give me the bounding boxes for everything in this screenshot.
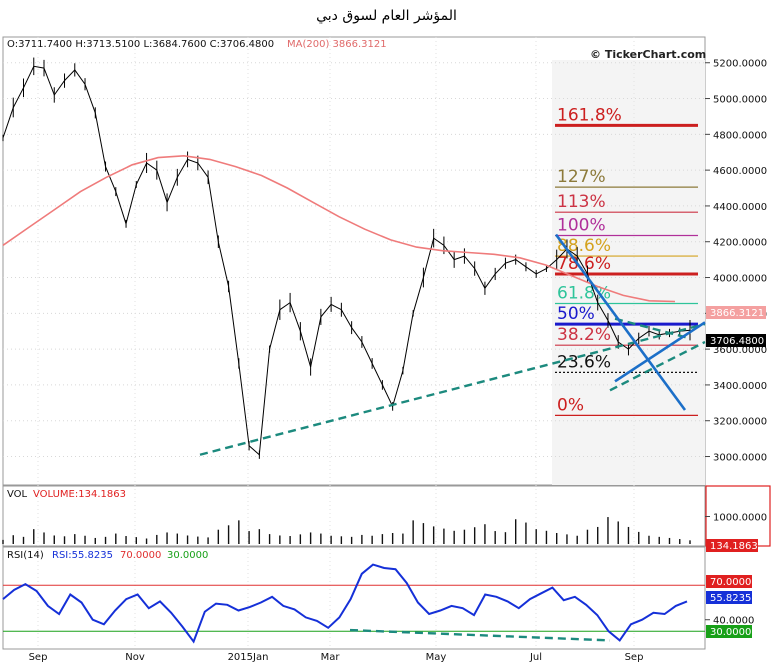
price-tick-label: 4200.0000: [713, 238, 767, 249]
volume-tag: 134.1863: [710, 541, 758, 552]
price-series-line: [2, 65, 691, 456]
fib-level-label: 0%: [557, 395, 584, 415]
fib-level-label: 127%: [557, 167, 606, 187]
time-tick-label: Mar: [321, 652, 341, 663]
time-tick-label: Sep: [625, 652, 644, 663]
fib-level-label: 50%: [557, 304, 595, 324]
price-tick-label: 4400.0000: [713, 202, 767, 213]
fib-level-label: 38.2%: [557, 325, 611, 345]
fib-level-label: 161.8%: [557, 105, 622, 125]
uptrend-line: [614, 321, 706, 383]
time-tick-label: 2015Jan: [228, 652, 269, 663]
volume-prefix: VOL: [7, 489, 28, 500]
ma200-line: [2, 154, 676, 303]
rsi-line: [2, 563, 688, 644]
chart-title: المؤشر العام لسوق دبي: [316, 8, 457, 24]
time-tick-label: Nov: [125, 652, 145, 663]
price-tick-label: 3600.0000: [713, 345, 767, 356]
price-tick-label: 5200.0000: [713, 59, 767, 70]
ma-price-tag-box: [706, 306, 766, 319]
rsi-upper-readout: 70.0000: [120, 550, 161, 561]
rsi-value-tag: 55.8235: [710, 593, 751, 604]
support-trendline: [199, 322, 706, 456]
price-tick-label: 3200.0000: [713, 417, 767, 428]
rsi-upper-tag: 70.0000: [710, 577, 751, 588]
rsi-panel: [2, 546, 706, 650]
ohlc-readout: O:3711.7400 H:3713.5100 L:3684.7600 C:37…: [7, 39, 274, 50]
rsi-value-tag-box: [706, 591, 752, 604]
ma-price-tag: 3866.3121: [710, 308, 764, 319]
price-tick-label: 3000.0000: [713, 453, 767, 464]
volume-readout: VOLUME:134.1863: [33, 489, 126, 500]
downtrend-line: [554, 233, 687, 411]
price-tick-label: 4800.0000: [713, 130, 767, 141]
close-price-tag-box: [706, 334, 766, 347]
watermark: © TickerChart.com: [590, 48, 706, 61]
volume-tag-box: [706, 539, 758, 552]
rsi-lower-readout: 30.0000: [167, 550, 208, 561]
rsi-lower-tag: 30.0000: [710, 627, 751, 638]
rsi-prefix: RSI(14): [7, 550, 44, 561]
channel-lower-trendline: [609, 340, 706, 392]
rsi-lower-tag-box: [706, 625, 752, 638]
price-tick-label: 5000.0000: [713, 95, 767, 106]
rsi-tick-label: 40.0000: [713, 616, 754, 627]
fib-level-label: 78.6%: [557, 254, 611, 274]
rsi-readout: RSI:55.8235: [52, 550, 113, 561]
time-tick-label: Sep: [29, 652, 48, 663]
price-tick-label: 4600.0000: [713, 166, 767, 177]
time-tick-label: May: [426, 652, 447, 663]
fib-level-label: 100%: [557, 215, 606, 235]
fib-level-label: 23.6%: [557, 352, 611, 372]
ma-readout: MA(200) 3866.3121: [287, 39, 387, 50]
fib-level-label: 113%: [557, 192, 606, 212]
rsi-divergence-line: [349, 628, 611, 642]
volume-tick-label: 1000.0000: [713, 513, 767, 524]
close-price-tag: 3706.4800: [710, 336, 764, 347]
rsi-upper-tag-box: [706, 575, 752, 588]
price-tick-label: 4000.0000: [713, 274, 767, 285]
price-tick-label: 3400.0000: [713, 381, 767, 392]
time-tick-label: Jul: [529, 652, 542, 663]
